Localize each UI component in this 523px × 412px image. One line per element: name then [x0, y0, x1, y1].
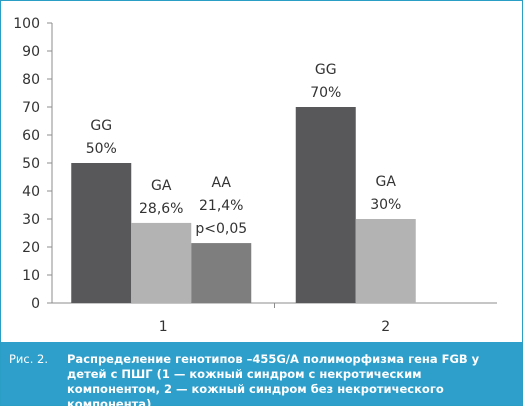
- figure-caption: Рис. 2. Распределение генотипов –455G/A …: [1, 342, 522, 411]
- data-label: 21,4%: [199, 198, 243, 214]
- bar-2-ga: [355, 219, 416, 303]
- y-tick-label: 30: [22, 212, 40, 228]
- data-label: 28,6%: [139, 201, 183, 217]
- data-label: AA: [211, 175, 231, 191]
- x-tick-label: 2: [381, 319, 390, 335]
- data-label: GA: [376, 174, 397, 190]
- data-label: GG: [315, 62, 337, 78]
- y-tick-label: 20: [22, 240, 40, 256]
- y-tick-label: 0: [31, 296, 40, 312]
- x-tick-label: 1: [159, 319, 168, 335]
- y-tick-label: 60: [22, 128, 40, 144]
- data-label: 70%: [310, 85, 341, 101]
- caption-prefix: Рис. 2.: [9, 352, 49, 366]
- data-label: p<0,05: [195, 221, 247, 237]
- y-tick-label: 40: [22, 184, 40, 200]
- bar-1-aa: [191, 243, 252, 303]
- bar-1-ga: [131, 222, 192, 303]
- data-label: 50%: [86, 141, 117, 157]
- bar-1-gg: [71, 163, 132, 303]
- y-tick-label: 100: [13, 16, 40, 32]
- caption-text: Распределение генотипов –455G/A полиморф…: [67, 352, 480, 411]
- y-tick-label: 80: [22, 72, 40, 88]
- bar-chart: 0 10 20 30 40 50 60 70 80 90 100 GG 50% GA 28,6% AA 21,4…: [13, 16, 497, 335]
- data-label: GA: [151, 178, 172, 194]
- y-tick-label: 70: [22, 100, 40, 116]
- data-label: GG: [90, 118, 112, 134]
- y-tick-label: 50: [22, 156, 40, 172]
- y-tick-label: 10: [22, 268, 40, 284]
- y-tick-label: 90: [22, 44, 40, 60]
- bar-2-gg: [295, 107, 356, 303]
- data-label: 30%: [370, 197, 401, 213]
